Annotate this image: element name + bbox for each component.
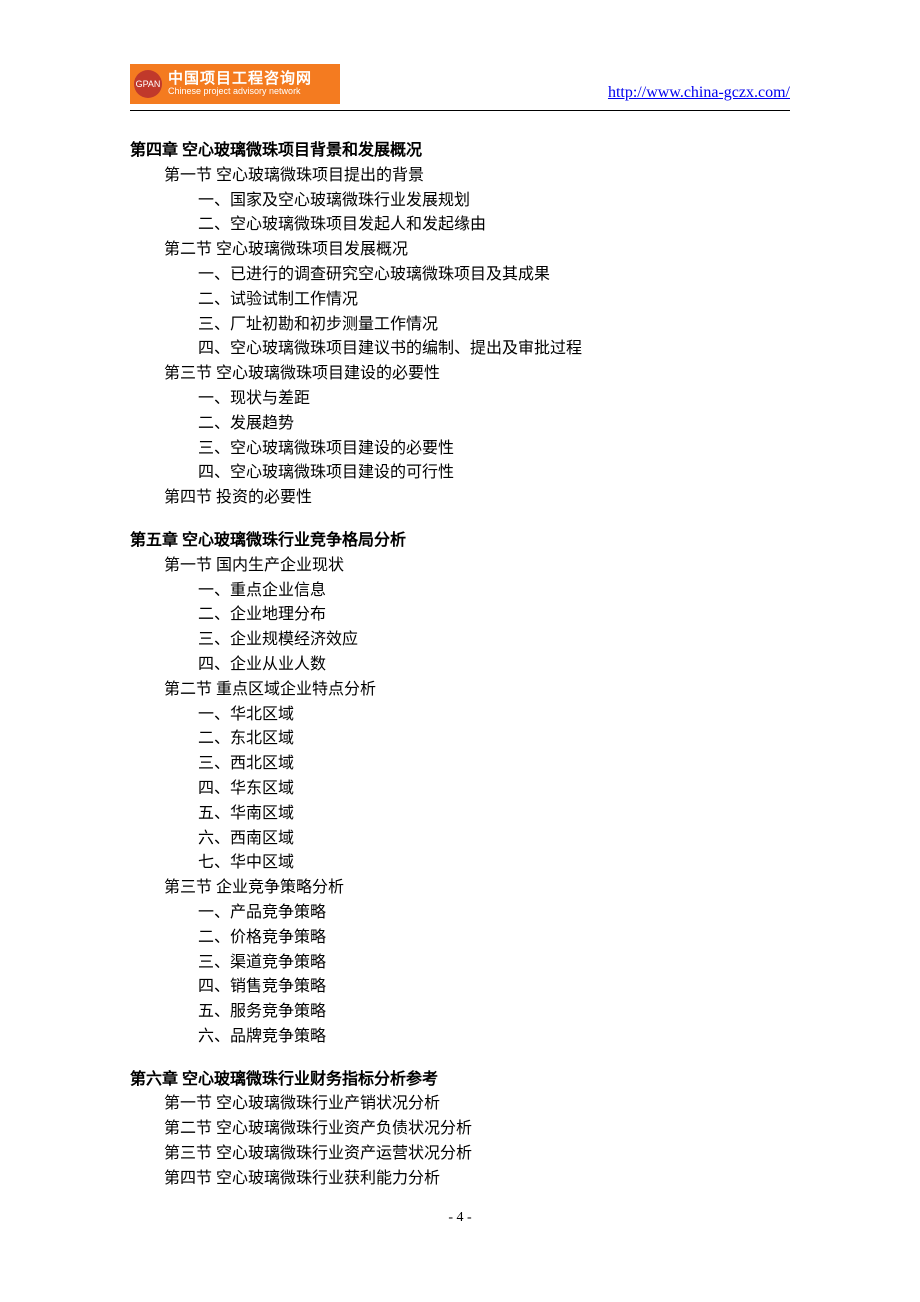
chapter-title: 第六章 空心玻璃微珠行业财务指标分析参考 [130,1068,790,1093]
page-number: - 4 - [130,1210,790,1226]
toc-item: 四、空心玻璃微珠项目建议书的编制、提出及审批过程 [130,337,790,362]
chapter-block: 第五章 空心玻璃微珠行业竞争格局分析 第一节 国内生产企业现状 一、重点企业信息… [130,529,790,1050]
chapter-title: 第四章 空心玻璃微珠项目背景和发展概况 [130,139,790,164]
page-header: GPAN 中国项目工程咨询网 Chinese project advisory … [130,64,790,104]
section-line: 第三节 空心玻璃微珠项目建设的必要性 [130,362,790,387]
section-line: 第三节 空心玻璃微珠行业资产运营状况分析 [130,1142,790,1167]
section-line: 第三节 企业竞争策略分析 [130,876,790,901]
site-url-link[interactable]: http://www.china-gczx.com/ [608,84,790,104]
toc-item: 一、重点企业信息 [130,579,790,604]
toc-item: 七、华中区域 [130,851,790,876]
site-logo: GPAN 中国项目工程咨询网 Chinese project advisory … [130,64,340,104]
logo-title-cn: 中国项目工程咨询网 [168,71,312,88]
toc-item: 三、厂址初勘和初步测量工作情况 [130,313,790,338]
section-line: 第二节 空心玻璃微珠项目发展概况 [130,238,790,263]
toc-item: 二、东北区域 [130,727,790,752]
section-line: 第四节 投资的必要性 [130,486,790,511]
toc-item: 二、发展趋势 [130,412,790,437]
toc-item: 四、空心玻璃微珠项目建设的可行性 [130,461,790,486]
toc-item: 二、空心玻璃微珠项目发起人和发起缘由 [130,213,790,238]
toc-item: 三、企业规模经济效应 [130,628,790,653]
chapter-block: 第四章 空心玻璃微珠项目背景和发展概况 第一节 空心玻璃微珠项目提出的背景 一、… [130,139,790,511]
chapter-block: 第六章 空心玻璃微珠行业财务指标分析参考 第一节 空心玻璃微珠行业产销状况分析 … [130,1068,790,1192]
toc-item: 一、已进行的调查研究空心玻璃微珠项目及其成果 [130,263,790,288]
toc-item: 二、试验试制工作情况 [130,288,790,313]
logo-badge-icon: GPAN [134,70,162,98]
toc-item: 四、销售竞争策略 [130,975,790,1000]
section-line: 第二节 重点区域企业特点分析 [130,678,790,703]
toc-item: 二、价格竞争策略 [130,926,790,951]
toc-item: 三、西北区域 [130,752,790,777]
section-line: 第一节 空心玻璃微珠项目提出的背景 [130,164,790,189]
toc-item: 四、华东区域 [130,777,790,802]
section-line: 第一节 国内生产企业现状 [130,554,790,579]
toc-item: 二、企业地理分布 [130,603,790,628]
toc-item: 四、企业从业人数 [130,653,790,678]
logo-text: 中国项目工程咨询网 Chinese project advisory netwo… [168,71,312,97]
toc-item: 一、产品竞争策略 [130,901,790,926]
toc-item: 六、西南区域 [130,827,790,852]
document-page: GPAN 中国项目工程咨询网 Chinese project advisory … [0,0,920,1266]
section-line: 第二节 空心玻璃微珠行业资产负债状况分析 [130,1117,790,1142]
logo-title-en: Chinese project advisory network [168,87,312,97]
section-line: 第四节 空心玻璃微珠行业获利能力分析 [130,1167,790,1192]
toc-content: 第四章 空心玻璃微珠项目背景和发展概况 第一节 空心玻璃微珠项目提出的背景 一、… [130,139,790,1192]
toc-item: 三、渠道竞争策略 [130,951,790,976]
section-line: 第一节 空心玻璃微珠行业产销状况分析 [130,1092,790,1117]
toc-item: 一、华北区域 [130,703,790,728]
toc-item: 一、现状与差距 [130,387,790,412]
chapter-title: 第五章 空心玻璃微珠行业竞争格局分析 [130,529,790,554]
header-divider [130,110,790,111]
toc-item: 一、国家及空心玻璃微珠行业发展规划 [130,189,790,214]
toc-item: 五、服务竞争策略 [130,1000,790,1025]
toc-item: 三、空心玻璃微珠项目建设的必要性 [130,437,790,462]
toc-item: 五、华南区域 [130,802,790,827]
toc-item: 六、品牌竞争策略 [130,1025,790,1050]
